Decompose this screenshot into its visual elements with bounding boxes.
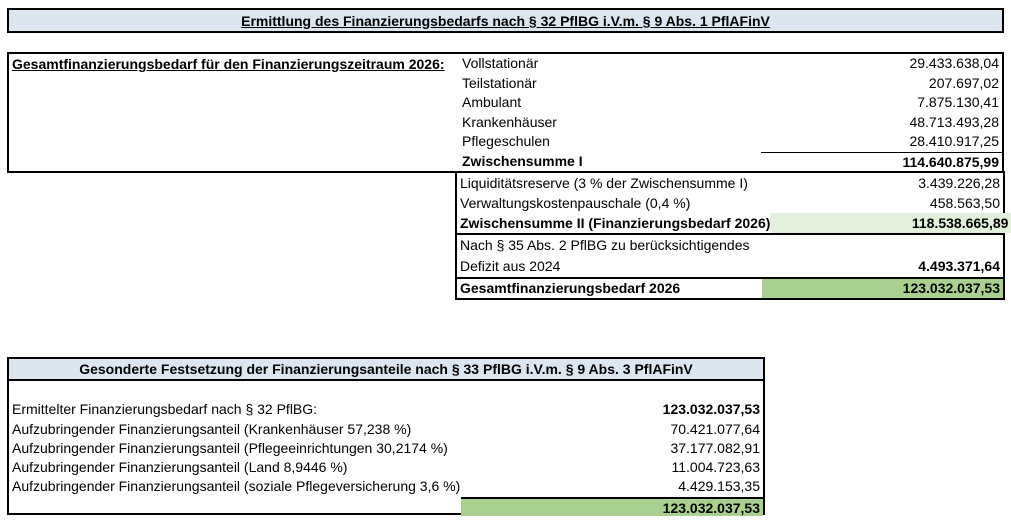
row-label: Ermittelter Finanzierungsbedarf nach § 3…: [12, 401, 318, 418]
empty-row: [9, 381, 763, 400]
row-label: Aufzubringender Finanzierungsanteil (Pfl…: [12, 439, 448, 456]
row-spacer: [9, 152, 459, 172]
row-label: Vollstationär: [462, 55, 539, 71]
row-label: Aufzubringender Finanzierungsanteil (Kra…: [12, 420, 412, 437]
row-spacer: [9, 497, 461, 516]
row-value: 458.563,50: [929, 195, 1000, 211]
subtotal-row: Zwischensumme I 114.640.875,99: [9, 151, 1002, 172]
row-spacer: [9, 132, 459, 152]
row-label: Zwischensumme II (Finanzierungsbedarf 20…: [460, 215, 771, 231]
row-label: Aufzubringender Finanzierungsanteil (soz…: [12, 478, 461, 495]
row-value: 4.429.153,35: [678, 478, 760, 495]
table-row: Aufzubringender Finanzierungsanteil (Kra…: [9, 420, 763, 439]
row-label: Verwaltungskostenpauschale (0,4 %): [460, 195, 691, 211]
row-value: 37.177.082,91: [670, 439, 760, 456]
row-label: Zwischensumme I: [462, 152, 583, 169]
table-row: Ermittelter Finanzierungsbedarf nach § 3…: [9, 400, 763, 419]
table-row: Nach § 35 Abs. 2 PflBG zu berücksichtige…: [457, 235, 1003, 256]
row-value: 3.439.226,28: [918, 175, 1000, 191]
row-label: Aufzubringender Finanzierungsanteil (Lan…: [12, 459, 348, 476]
table-row: Pflegeschulen 28.410.917,25: [9, 132, 1002, 152]
row-value: 28.410.917,25: [909, 133, 999, 149]
section2-title: Gesonderte Festsetzung der Finanzierungs…: [79, 361, 693, 377]
row-label: Pflegeschulen: [462, 133, 550, 149]
row-value: 70.421.077,64: [670, 420, 760, 437]
table-row: Teilstationär 207.697,02: [9, 74, 1002, 94]
row-label: Teilstationär: [462, 74, 537, 91]
row-spacer: [9, 113, 459, 133]
row-value: 11.004.723,63: [671, 459, 761, 476]
row-label: Gesamtfinanzierungsbedarf 2026: [460, 280, 681, 296]
section2-body: Ermittelter Finanzierungsbedarf nach § 3…: [9, 381, 763, 517]
row-value: 29.433.638,04: [909, 55, 999, 71]
table-row: Aufzubringender Finanzierungsanteil (soz…: [9, 477, 763, 496]
section1-total-table: Gesamtfinanzierungsbedarf 2026 123.032.0…: [455, 277, 1005, 300]
row-label: Krankenhäuser: [462, 113, 557, 130]
row-spacer: [9, 74, 459, 94]
row-value: 48.713.493,28: [909, 113, 999, 130]
row-spacer: [9, 93, 459, 113]
section2-table: Gesonderte Festsetzung der Finanzierungs…: [7, 357, 765, 517]
subtotal-row: Zwischensumme II (Finanzierungsbedarf 20…: [457, 213, 1011, 233]
table-row: Verwaltungskostenpauschale (0,4 %) 458.5…: [457, 193, 1003, 213]
section2-title-bar: Gesonderte Festsetzung der Finanzierungs…: [9, 359, 763, 381]
highlighted-total-value: 123.032.037,53: [461, 496, 763, 517]
section1-deficit-table: Nach § 35 Abs. 2 PflBG zu berücksichtige…: [455, 233, 1005, 279]
highlighted-value: 118.538.665,89: [770, 213, 1011, 233]
section1-additions-table: Liquiditätsreserve (3 % der Zwischensumm…: [455, 171, 1011, 235]
row-value: 7.875.130,41: [917, 94, 999, 110]
table-row: Vollstationär 29.433.638,04: [9, 54, 1002, 74]
table-row: Liquiditätsreserve (3 % der Zwischensumm…: [457, 173, 1003, 193]
row-value: 4.493.371,64: [918, 258, 1000, 274]
table-row: Defizit aus 2024 4.493.371,64: [457, 256, 1003, 277]
section1-heading: Gesamtfinanzierungsbedarf für den Finanz…: [12, 56, 445, 72]
row-label: Ambulant: [462, 94, 522, 110]
section1-title: Ermittlung des Finanzierungsbedarfs nach…: [241, 12, 770, 29]
section1-main-table: Gesamtfinanzierungsbedarf für den Finanz…: [7, 52, 1004, 173]
section1-title-bar: Ermittlung des Finanzierungsbedarfs nach…: [7, 8, 1004, 33]
table-row: Ambulant 7.875.130,41: [9, 93, 1002, 113]
row-label: Nach § 35 Abs. 2 PflBG zu berücksichtige…: [460, 237, 750, 253]
row-label: Defizit aus 2024: [460, 258, 561, 274]
row-label: Liquiditätsreserve (3 % der Zwischensumm…: [460, 175, 748, 191]
row-value: 114.640.875,99: [761, 151, 1002, 172]
table-row: Aufzubringender Finanzierungsanteil (Lan…: [9, 458, 763, 477]
highlighted-total-value: 123.032.037,53: [762, 279, 1003, 298]
row-value: 123.032.037,53: [662, 401, 760, 418]
total-row: Gesamtfinanzierungsbedarf 2026 123.032.0…: [457, 279, 1003, 298]
table-row: Aufzubringender Finanzierungsanteil (Pfl…: [9, 439, 763, 458]
total-row: 123.032.037,53: [9, 496, 763, 517]
table-row: Krankenhäuser 48.713.493,28: [9, 113, 1002, 133]
row-value: 207.697,02: [928, 74, 999, 91]
